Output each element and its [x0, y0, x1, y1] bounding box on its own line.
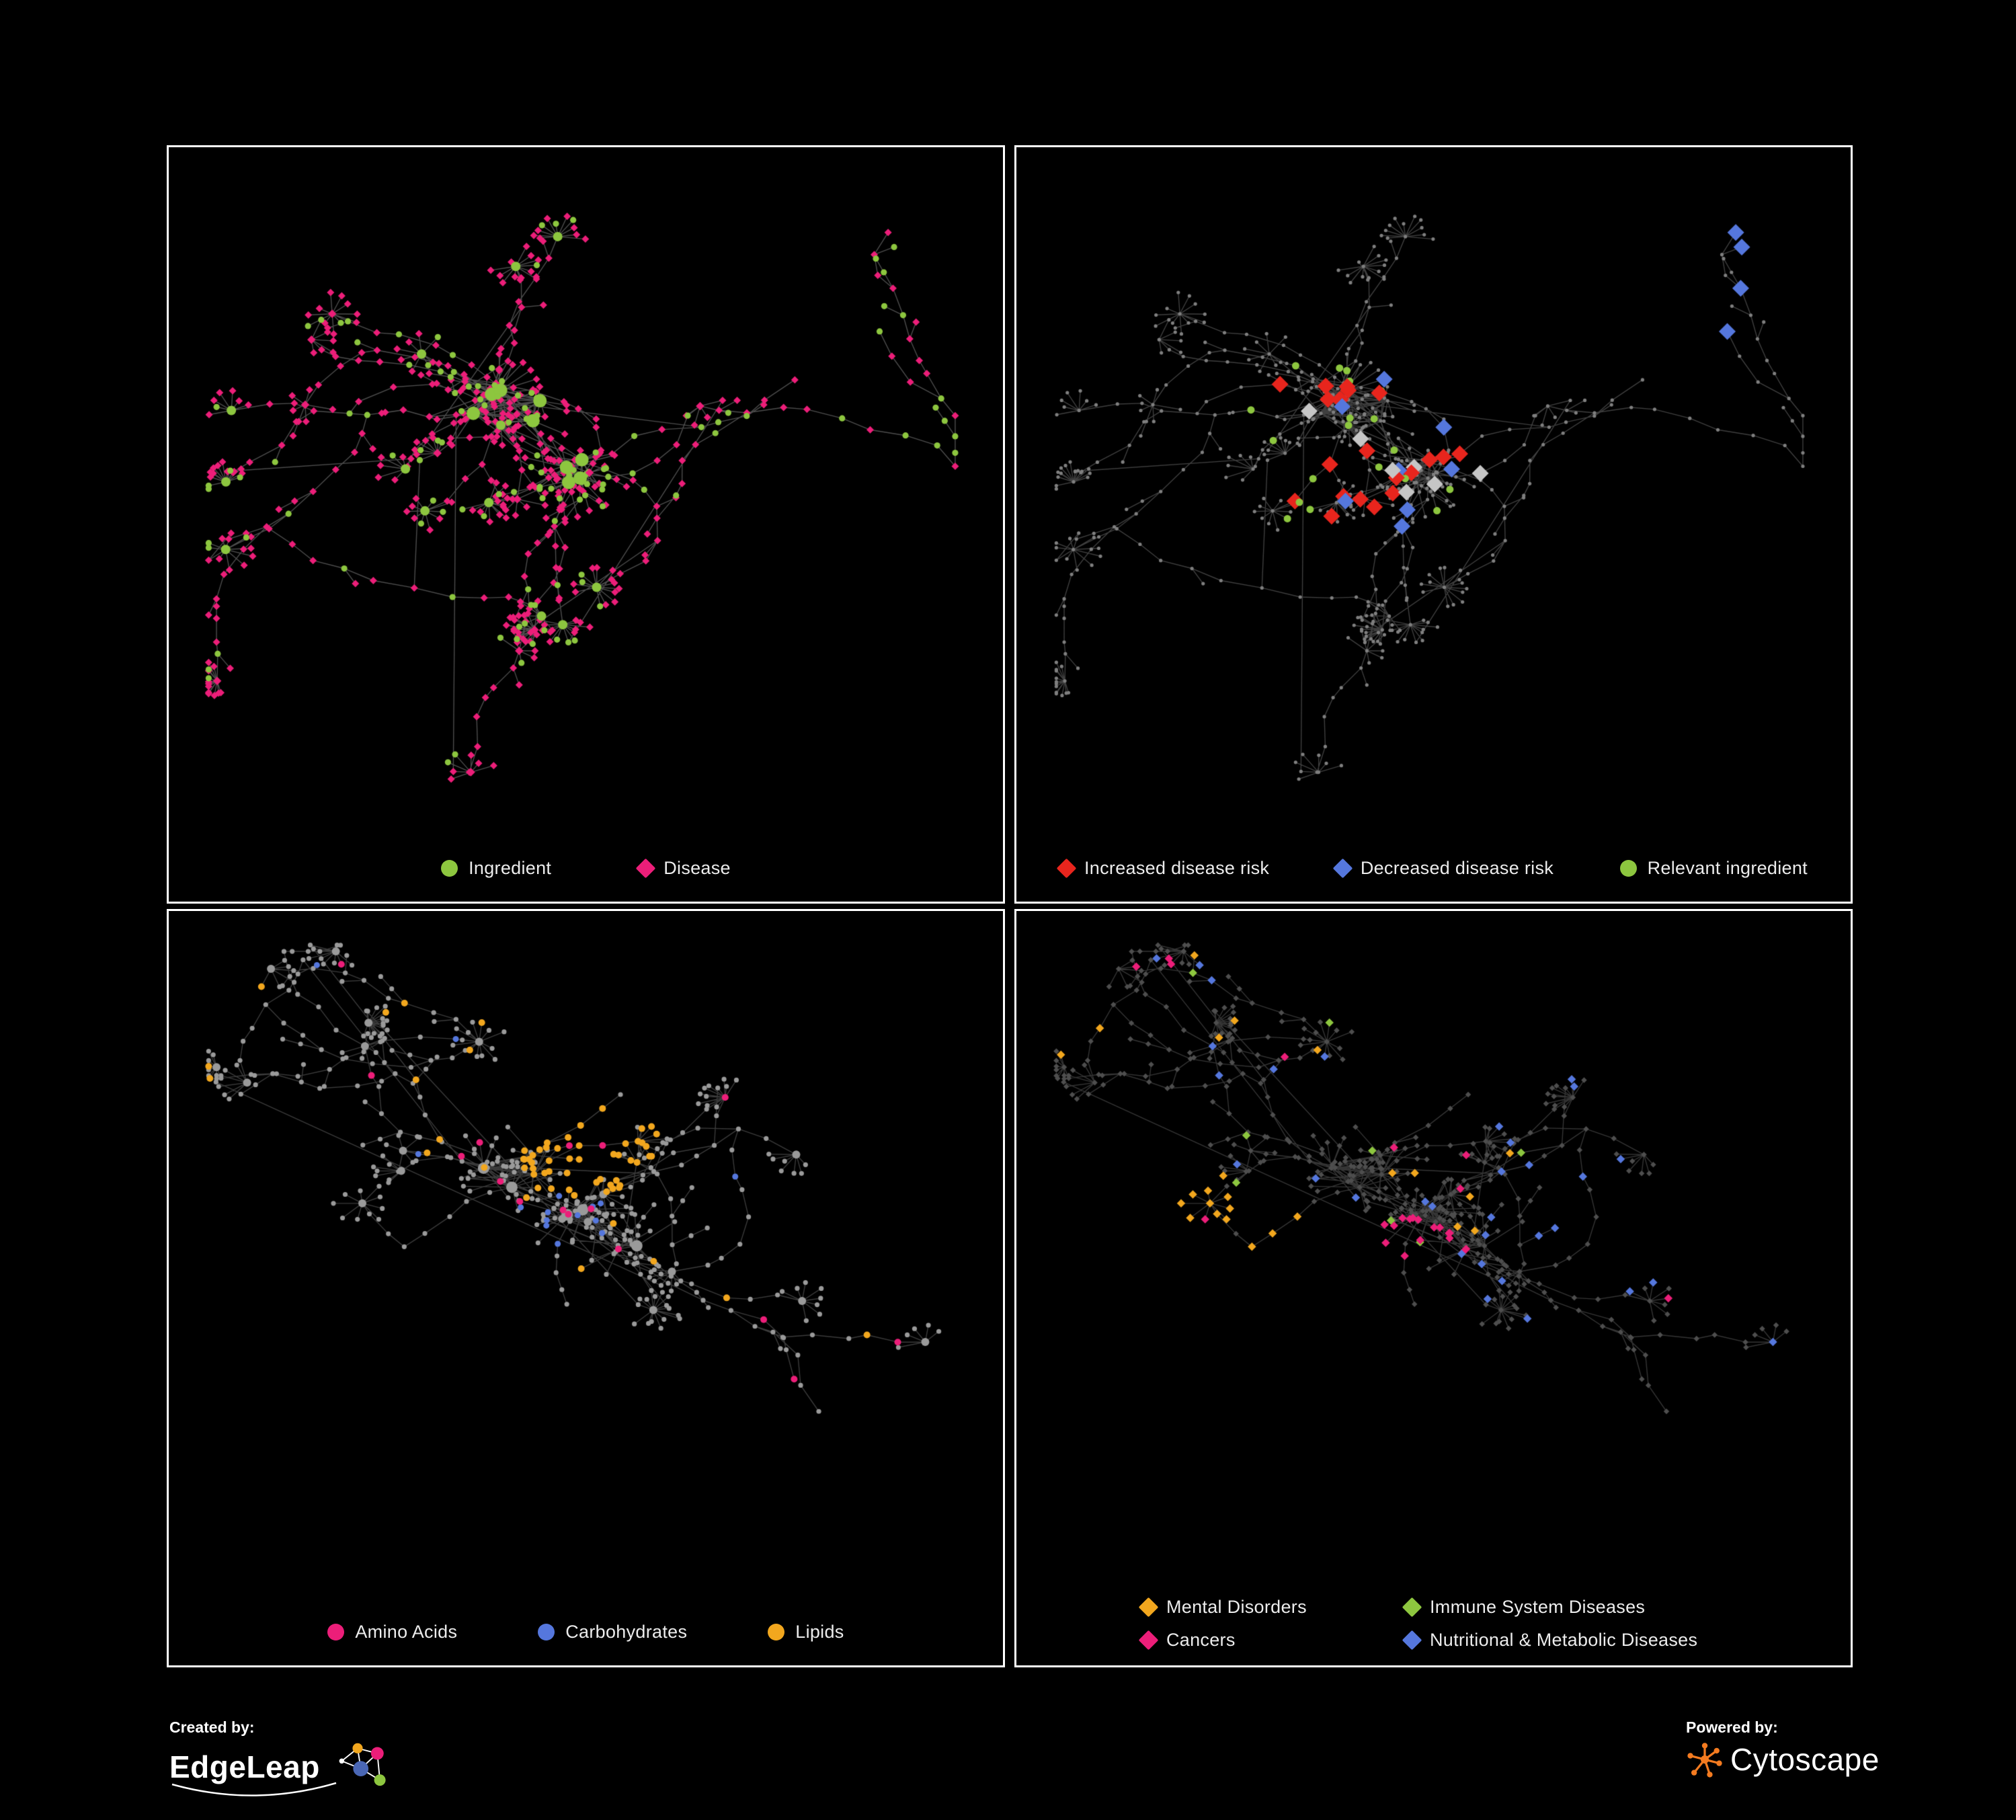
legend-label: Nutritional & Metabolic Diseases	[1430, 1630, 1698, 1650]
legend-item-lipids: Lipids	[768, 1622, 844, 1643]
disease-risk-panel: Increased disease risk Decreased disease…	[1014, 145, 1853, 904]
legend-label: Carbohydrates	[565, 1622, 688, 1642]
ingredient-disease-panel: Ingredient Disease	[167, 145, 1005, 904]
legend-item-increased-risk: Increased disease risk	[1056, 858, 1270, 879]
relevant-ingredient-legend-marker-icon	[1619, 860, 1637, 877]
macronutrient-panel: Amino Acids Carbohydrates Lipids	[167, 909, 1005, 1667]
legend-label: Relevant ingredient	[1647, 858, 1808, 878]
decreased-risk-legend-marker-icon	[1332, 858, 1353, 879]
disease-category-panel: Mental Disorders Immune System Diseases …	[1014, 909, 1853, 1667]
legend-label: Mental Disorders	[1166, 1597, 1307, 1617]
created-by-block: Created by: EdgeLeap	[169, 1718, 393, 1796]
legend-label: Lipids	[795, 1622, 844, 1642]
disease-category-network-canvas	[1016, 911, 1851, 1665]
cancers-legend-marker-icon	[1138, 1630, 1159, 1651]
disease-risk-network-canvas	[1016, 147, 1851, 902]
legend-item-nutritional-metabolic-diseases: Nutritional & Metabolic Diseases	[1402, 1630, 1698, 1651]
cytoscape-logo-text: Cytoscape	[1730, 1742, 1880, 1777]
legend-item-amino-acids: Amino Acids	[327, 1622, 457, 1643]
powered-by-label: Powered by:	[1686, 1718, 1778, 1736]
legend-item-immune-system-diseases: Immune System Diseases	[1402, 1597, 1697, 1618]
created-by-label: Created by:	[169, 1718, 255, 1736]
edgeleap-logo-text: EdgeLeap	[169, 1749, 320, 1784]
legend-item-cancers: Cancers	[1138, 1630, 1405, 1651]
macronutrient-legend: Amino Acids Carbohydrates Lipids	[169, 1622, 1003, 1643]
carbohydrates-legend-marker-icon	[538, 1624, 555, 1640]
cytoscape-logo-icon	[1687, 1743, 1722, 1778]
legend-label: Amino Acids	[355, 1622, 458, 1642]
legend-item-decreased-risk: Decreased disease risk	[1332, 858, 1554, 879]
edgeleap-logo-icon	[339, 1743, 386, 1786]
amino-acids-legend-marker-icon	[327, 1624, 345, 1640]
legend-item-ingredient: Ingredient	[441, 858, 551, 879]
legend-label: Disease	[663, 858, 731, 878]
mental-disorders-legend-marker-icon	[1138, 1597, 1159, 1618]
legend-label: Decreased disease risk	[1360, 858, 1554, 878]
cytoscape-logo: Cytoscape	[1686, 1741, 1880, 1778]
disease-legend-marker-icon	[635, 858, 656, 879]
legend-label: Ingredient	[469, 858, 552, 878]
powered-by-block: Powered by: Cytoscape	[1686, 1718, 1880, 1778]
ingredient-disease-legend: Ingredient Disease	[169, 858, 1003, 879]
edgeleap-logo-swoosh	[171, 1782, 337, 1796]
edgeleap-logo: EdgeLeap	[169, 1741, 393, 1793]
legend-item-disease: Disease	[635, 858, 731, 879]
legend-item-relevant-ingredient: Relevant ingredient	[1619, 858, 1808, 879]
lipids-legend-marker-icon	[768, 1624, 785, 1640]
legend-item-carbohydrates: Carbohydrates	[538, 1622, 687, 1643]
macronutrient-network-canvas	[169, 911, 1003, 1665]
legend-item-mental-disorders: Mental Disorders	[1138, 1597, 1405, 1618]
immune-diseases-legend-marker-icon	[1402, 1597, 1422, 1618]
nutritional-diseases-legend-marker-icon	[1402, 1630, 1422, 1651]
ingredient-disease-network-canvas	[169, 147, 1003, 902]
ingredient-legend-marker-icon	[441, 860, 458, 877]
legend-label: Cancers	[1166, 1630, 1236, 1650]
increased-risk-legend-marker-icon	[1056, 858, 1077, 879]
legend-label: Increased disease risk	[1084, 858, 1270, 878]
legend-label: Immune System Diseases	[1430, 1597, 1646, 1617]
disease-risk-legend: Increased disease risk Decreased disease…	[1016, 858, 1851, 879]
disease-category-legend: Mental Disorders Immune System Diseases …	[1138, 1597, 1698, 1651]
